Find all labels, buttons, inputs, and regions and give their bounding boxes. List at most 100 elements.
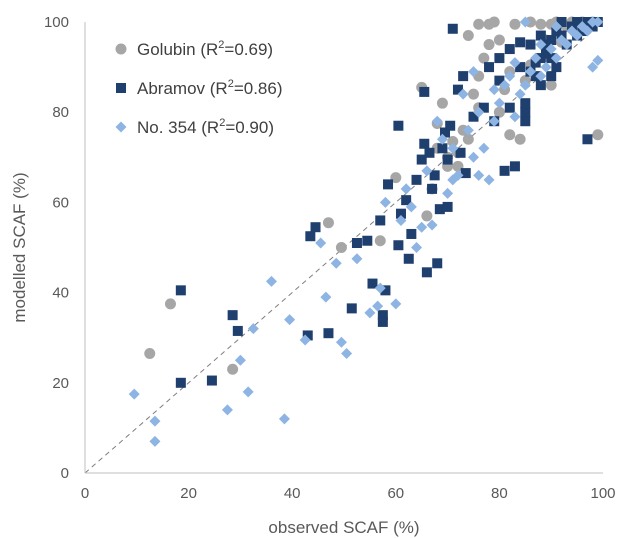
data-point-diamond [128,388,140,400]
data-point-circle [504,129,516,141]
y-tick-label: 20 [52,375,69,392]
data-point-diamond [478,142,490,154]
data-point-square [525,39,536,50]
data-point-circle [493,106,505,118]
data-point-diamond [499,79,511,91]
data-point-circle [452,160,464,172]
data-point-diamond [581,25,593,37]
y-tick-labels: 0 20 40 60 80 100 [44,14,69,482]
data-point-square [432,258,443,269]
data-point-square [393,240,404,251]
legend-label-text: Abramov (R [137,79,228,98]
data-point-circle [488,16,500,28]
data-point-circle [545,79,557,91]
data-point-square [175,377,186,388]
data-point-square [504,44,515,55]
legend-label-text: Golubin (R [137,40,218,59]
legend-marker-circle [115,43,127,55]
data-point-square [406,228,417,239]
x-axis-title: observed SCAF (%) [268,518,419,537]
data-point-square [346,303,357,314]
data-point-diamond [221,404,233,416]
data-point-diamond [504,70,516,82]
data-point-diamond [315,237,327,249]
data-point-square [546,35,557,46]
data-point-diamond [416,221,428,233]
data-point-diamond [247,323,259,335]
data-point-diamond [400,183,412,195]
data-point-square [206,375,217,386]
data-point-square [383,179,394,190]
data-point-diamond [299,334,311,346]
data-point-circle [509,18,521,30]
data-point-diamond [242,386,254,398]
data-point-square [445,120,456,131]
x-tick-label: 100 [590,485,615,502]
data-point-square [520,98,531,109]
data-point-diamond [519,16,531,28]
data-point-diamond [488,115,500,127]
data-point-square [403,253,414,264]
data-point-square [452,84,463,95]
data-point-square [380,285,391,296]
data-point-diamond [320,291,332,303]
data-point-square [484,62,495,73]
y-axis-title: modelled SCAF (%) [10,172,29,322]
data-point-square [395,208,406,219]
data-point-square [227,310,238,321]
data-points [128,16,604,447]
data-point-diamond [426,219,438,231]
data-point-circle [436,97,448,109]
data-point-square [367,278,378,289]
data-point-square [468,111,479,122]
data-point-square [393,120,404,131]
data-point-circle [473,18,485,30]
legend-item: Golubin (R2=0.69) [115,39,273,59]
y-tick-label: 0 [61,465,69,482]
x-tick-label: 0 [81,485,89,502]
y-tick-label: 40 [52,285,69,302]
data-point-circle [390,172,402,184]
data-point-diamond [234,354,246,366]
data-point-square [305,231,316,242]
legend-label-suffix: =0.86) [234,79,283,98]
data-point-diamond [468,151,479,163]
legend-marker-square [116,83,126,93]
data-point-square [419,86,430,97]
data-point-diamond [462,124,474,136]
data-point-diamond [587,61,599,73]
data-point-diamond [351,253,363,265]
data-point-square [504,102,515,113]
data-point-diamond [447,142,459,154]
data-point-square [442,201,453,212]
data-point-diamond [571,30,583,42]
data-point-diamond [431,115,443,127]
data-point-diamond [421,165,433,177]
series-diamond-points [128,16,604,447]
data-point-circle [493,34,505,46]
data-point-square [494,75,505,86]
data-point-diamond [509,111,521,123]
data-point-circle [514,133,526,145]
chart-legend: Golubin (R2=0.69)Abramov (R2=0.86)No. 35… [115,39,283,137]
data-point-square [520,116,531,127]
data-point-diamond [436,133,448,145]
data-point-circle [483,39,495,51]
data-point-diamond [468,66,479,78]
data-point-circle [227,363,239,375]
data-point-diamond [509,57,521,69]
data-point-diamond [561,39,573,51]
data-point-diamond [550,52,562,64]
data-point-square [427,183,438,194]
data-point-diamond [592,54,604,66]
data-point-diamond [530,52,542,64]
y-tick-label: 100 [44,14,69,31]
data-point-diamond [149,435,161,447]
data-point-square [302,330,313,341]
data-point-diamond [278,413,290,425]
data-point-diamond [488,84,500,96]
data-point-diamond [473,169,485,181]
data-point-diamond [457,88,469,100]
data-point-circle [478,52,490,64]
